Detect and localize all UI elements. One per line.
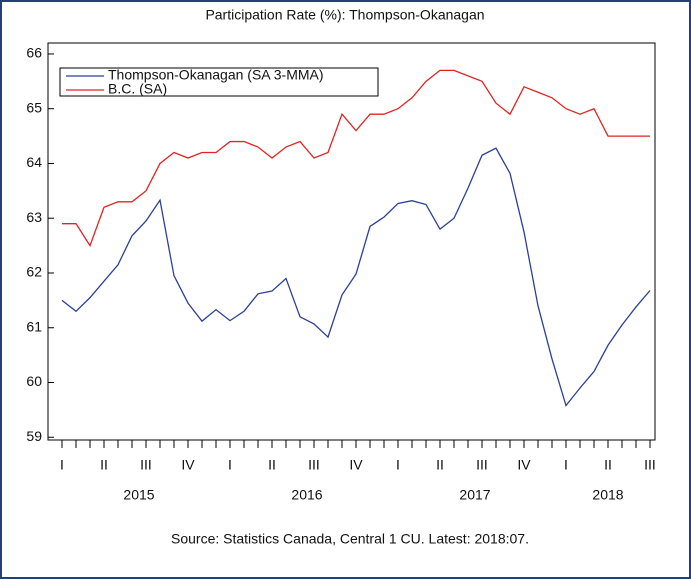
x-tick-label: I [396, 457, 400, 473]
x-tick-label: IV [181, 457, 195, 473]
year-label: 2017 [459, 487, 490, 503]
x-tick-label: IV [517, 457, 531, 473]
x-tick-label: III [644, 457, 656, 473]
y-tick-label: 59 [26, 428, 42, 444]
plot-area [47, 42, 656, 441]
legend-label: B.C. (SA) [108, 81, 167, 97]
year-label: 2015 [123, 487, 154, 503]
x-tick-label: IV [349, 457, 363, 473]
line-series [62, 69, 650, 248]
source-note: Source: Statistics Canada, Central 1 CU.… [171, 531, 529, 547]
y-tick-label: 60 [26, 373, 42, 389]
y-tick-label: 64 [26, 154, 42, 170]
x-tick-label: II [604, 457, 612, 473]
x-tick-label: II [100, 457, 108, 473]
x-tick-label: I [564, 457, 568, 473]
y-tick-label: 66 [26, 45, 42, 61]
line-series [61, 147, 651, 407]
x-tick-label: II [436, 457, 444, 473]
year-label: 2018 [592, 487, 623, 503]
y-tick-label: 63 [26, 209, 42, 225]
x-tick-label: III [476, 457, 488, 473]
x-tick-label: I [60, 457, 64, 473]
x-tick-label: III [140, 457, 152, 473]
legend-label: Thompson-Okanagan (SA 3-MMA) [108, 67, 324, 83]
x-tick-label: II [268, 457, 276, 473]
legend-box [59, 67, 379, 97]
chart-title: Participation Rate (%): Thompson-Okanaga… [205, 7, 484, 23]
x-tick-label: III [308, 457, 320, 473]
y-tick-label: 62 [26, 264, 42, 280]
y-tick-label: 61 [26, 318, 42, 334]
y-tick-label: 65 [26, 99, 42, 115]
year-label: 2016 [291, 487, 322, 503]
x-tick-label: I [228, 457, 232, 473]
